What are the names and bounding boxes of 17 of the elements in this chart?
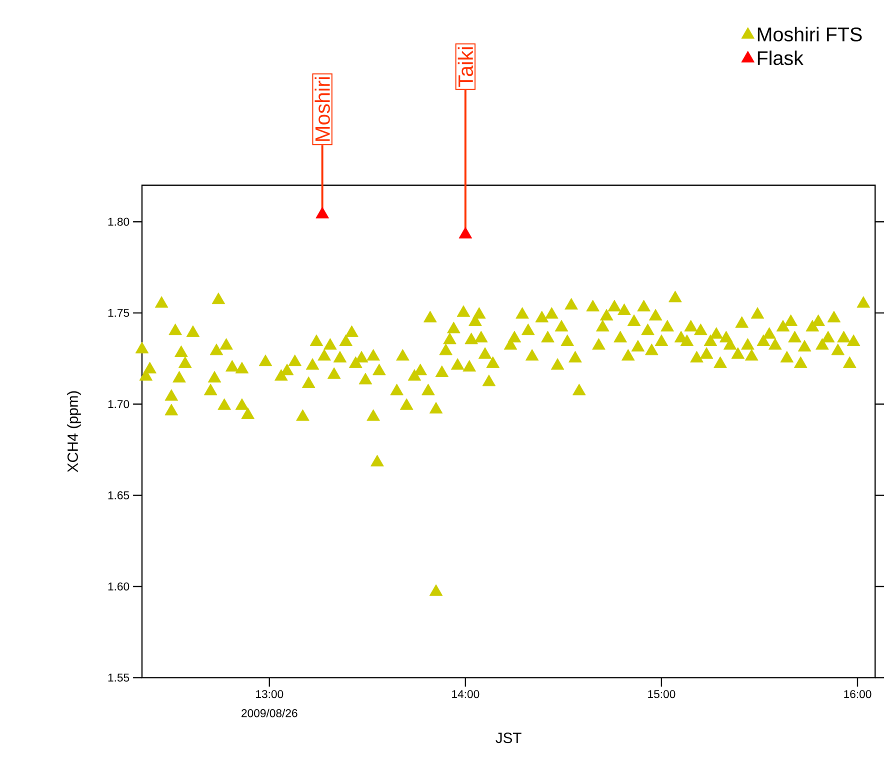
y-tick-label: 1.60: [108, 582, 130, 591]
annotation: Taiki: [458, 47, 474, 88]
x-tick-label: 14:00: [452, 690, 480, 698]
annotation: Moshiri: [314, 77, 330, 142]
x-tick-label: 13:00: [256, 690, 284, 698]
x-axis-title: JST: [496, 732, 522, 744]
y-tick-label: 1.80: [108, 218, 130, 226]
legend-label: Moshiri FTS: [758, 27, 862, 42]
x-tick-label: 15:00: [648, 690, 676, 698]
x-tick-label: 16:00: [844, 690, 872, 698]
y-tick-label: 1.70: [108, 400, 130, 408]
y-axis-title: XCH4 (ppm): [67, 391, 81, 472]
y-tick-label: 1.55: [108, 674, 130, 682]
text: 2009/08/26: [242, 709, 298, 718]
legend-label: Flask: [758, 50, 804, 66]
y-tick-label: 1.65: [108, 491, 130, 500]
y-tick-label: 1.75: [108, 309, 130, 318]
